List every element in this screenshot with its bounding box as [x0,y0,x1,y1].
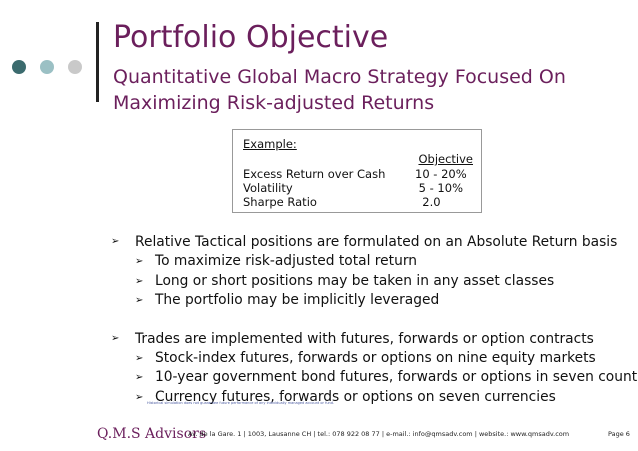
disclaimer-text: Historical simulation does not guarantee… [147,401,335,405]
bullet-text: Relative Tactical positions are formulat… [135,234,618,250]
sub-bullet-text: 10-year government bond futures, forward… [155,369,638,385]
footer-address: Av. de la Gare. 1 | 1003, Lausanne CH | … [188,430,570,438]
example-row-value: 10 - 20% [415,167,467,181]
sub-bullet-text: To maximize risk-adjusted total return [155,253,417,269]
sub-bullet-text: Stock-index futures, forwards or options… [155,349,596,366]
example-row: Excess Return over Cash 10 - 20% [243,167,473,181]
page-title: Portfolio Objective [113,20,389,55]
sub-bullet-item: ➢ The portfolio may be implicitly levera… [111,291,631,311]
bullet-list: ➢ Relative Tactical positions are formul… [111,232,638,408]
arrow-bullet-icon: ➢ [111,236,120,247]
example-row: Volatility 5 - 10% [243,181,473,195]
objective-header: Objective [418,152,473,166]
page-subtitle: Quantitative Global Macro Strategy Focus… [113,66,566,114]
sub-bullet-item: ➢ Currency futures, forwards or options … [111,388,631,408]
arrow-bullet-icon: ➢ [135,372,144,383]
example-row-name: Volatility [243,181,293,195]
decor-dot-grey [68,60,82,74]
bullet-item: ➢ Relative Tactical positions are formul… [111,232,631,252]
example-label: Example: [243,137,297,151]
sub-bullet-item: ➢ Long or short positions may be taken i… [111,272,631,292]
page-number: Page 6 [608,430,630,438]
arrow-bullet-icon: ➢ [135,295,144,306]
example-row: Sharpe Ratio 2.0 [243,195,473,209]
example-row-name: Sharpe Ratio [243,195,317,209]
arrow-bullet-icon: ➢ [135,391,144,403]
sub-bullet-text: Currency futures, forwards or options on… [155,388,556,405]
example-box: Example: Objective Excess Return over Ca… [232,129,482,213]
title-divider [96,22,99,102]
example-row-value: 2.0 [415,195,441,209]
sub-bullet-text: Long or short positions may be taken in … [155,272,555,289]
decor-dot-light [40,60,54,74]
arrow-bullet-icon: ➢ [135,352,144,364]
footer-brand: Q.M.S Advisors [97,426,207,442]
bullet-text: Trades are implemented with futures, for… [135,330,594,347]
sub-bullet-item: ➢ 10-year government bond futures, forwa… [111,368,638,388]
sub-bullet-item: ➢ To maximize risk-adjusted total return [111,252,631,272]
example-row-name: Excess Return over Cash [243,167,386,181]
decor-dot-dark [12,60,26,74]
sub-bullet-item: ➢ Stock-index futures, forwards or optio… [111,349,631,369]
bullet-item: ➢ Trades are implemented with futures, f… [111,329,631,349]
example-row-value: 5 - 10% [415,181,463,195]
arrow-bullet-icon: ➢ [111,332,120,344]
sub-bullet-text: The portfolio may be implicitly leverage… [155,292,440,308]
arrow-bullet-icon: ➢ [135,275,144,287]
arrow-bullet-icon: ➢ [135,256,144,267]
